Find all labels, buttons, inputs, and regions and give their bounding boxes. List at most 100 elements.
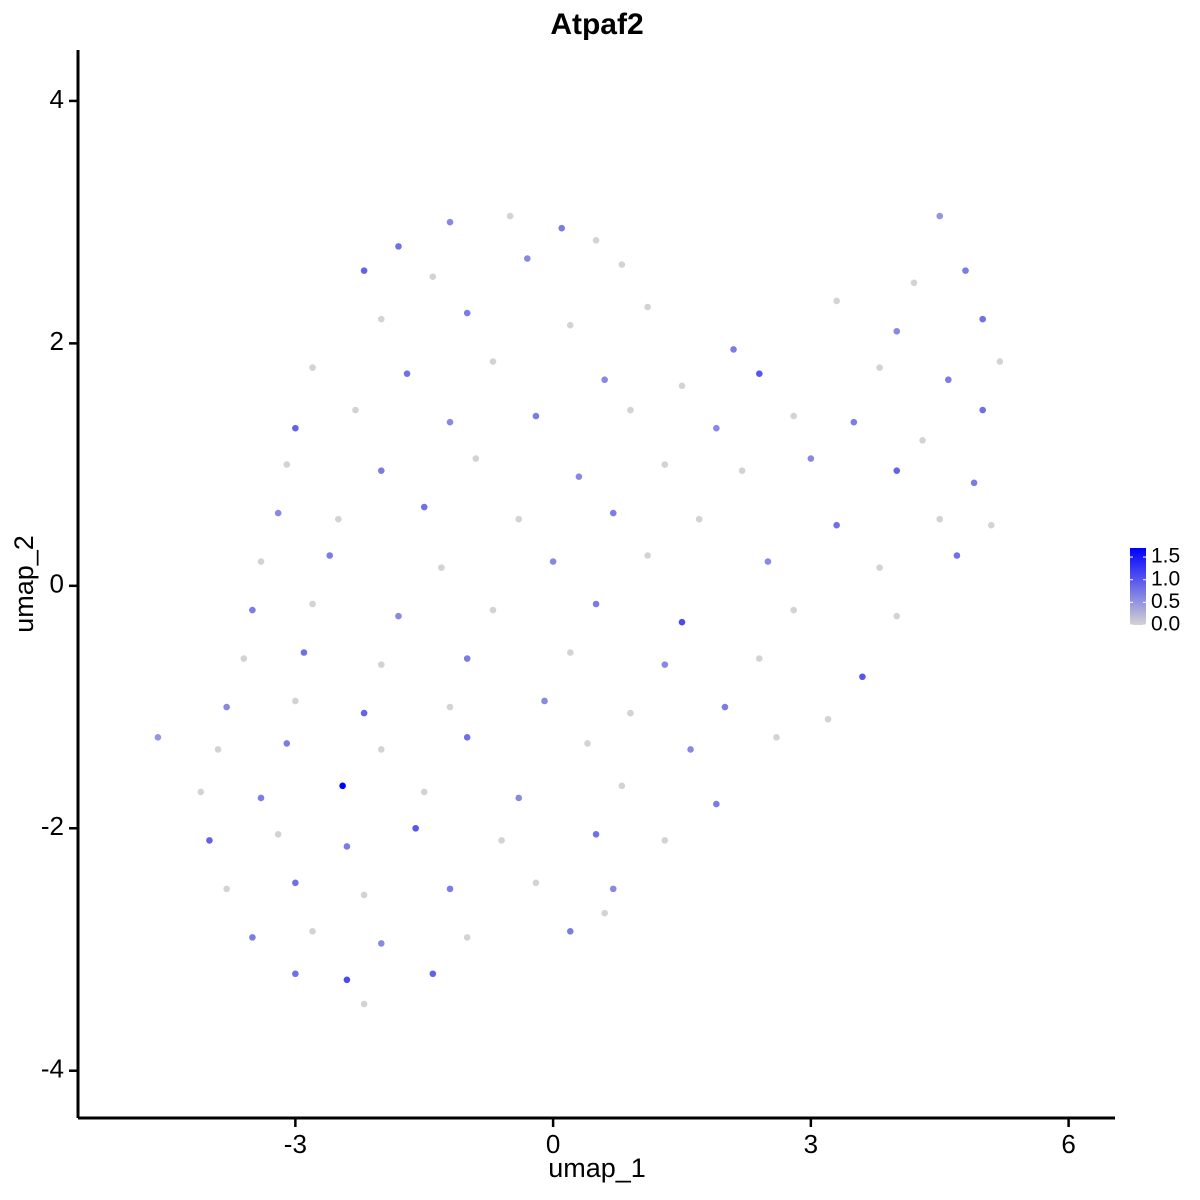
point xyxy=(154,734,162,741)
point xyxy=(893,612,901,620)
point xyxy=(756,655,763,662)
point xyxy=(395,612,402,620)
point xyxy=(661,461,669,468)
point xyxy=(292,970,299,978)
point xyxy=(326,552,334,559)
colorbar-label: 0.5 xyxy=(1151,590,1180,613)
point xyxy=(996,358,1004,365)
point xyxy=(377,746,385,753)
point xyxy=(446,418,454,426)
point xyxy=(618,261,626,268)
point xyxy=(618,782,626,790)
point xyxy=(713,424,720,432)
point xyxy=(773,734,780,741)
point xyxy=(764,558,772,565)
y-tick-label: -2 xyxy=(41,811,64,841)
point xyxy=(463,655,471,662)
point xyxy=(309,364,316,371)
point xyxy=(283,461,291,468)
point xyxy=(919,437,926,444)
point xyxy=(678,382,686,390)
y-tick-label: 2 xyxy=(50,326,64,356)
point xyxy=(644,303,651,311)
point xyxy=(738,467,746,474)
y-tick-label: -4 xyxy=(41,1054,64,1084)
point xyxy=(592,600,600,608)
point xyxy=(549,558,557,565)
point xyxy=(953,552,961,559)
point xyxy=(566,649,574,656)
y-tick-label: 4 xyxy=(50,84,64,114)
point xyxy=(678,618,686,626)
point xyxy=(377,467,385,474)
point xyxy=(446,218,454,226)
point xyxy=(343,843,351,850)
point xyxy=(292,697,299,705)
point xyxy=(945,376,952,384)
x-tick-label: 3 xyxy=(804,1129,818,1159)
point xyxy=(292,879,299,887)
point xyxy=(377,940,385,947)
point xyxy=(609,885,617,893)
point xyxy=(850,418,858,426)
point xyxy=(893,467,901,474)
point xyxy=(575,473,583,481)
point xyxy=(403,370,411,377)
point xyxy=(360,891,368,899)
point xyxy=(584,740,591,747)
point xyxy=(274,509,282,517)
point xyxy=(292,424,299,432)
point xyxy=(601,376,608,384)
point xyxy=(532,412,540,420)
point xyxy=(377,315,385,323)
point xyxy=(979,406,986,414)
point xyxy=(206,837,213,844)
point xyxy=(395,243,402,250)
colorbar-label: 1.0 xyxy=(1151,567,1180,590)
point xyxy=(223,703,230,711)
point xyxy=(429,273,437,280)
point xyxy=(240,655,248,662)
point xyxy=(472,455,480,462)
point xyxy=(412,824,419,832)
point xyxy=(489,358,497,365)
point xyxy=(360,709,368,717)
point xyxy=(592,237,600,244)
point xyxy=(695,515,703,523)
point xyxy=(515,515,523,523)
x-tick-label: 0 xyxy=(546,1129,560,1159)
point xyxy=(249,606,256,614)
point xyxy=(970,479,978,487)
point xyxy=(463,309,471,317)
point xyxy=(713,800,720,808)
x-axis-label: umap_1 xyxy=(548,1153,646,1183)
colorbar-label: 0.0 xyxy=(1151,613,1180,636)
point xyxy=(558,224,566,232)
point xyxy=(601,909,608,917)
point xyxy=(936,515,944,523)
point xyxy=(524,255,531,262)
colorbar-label: 1.5 xyxy=(1151,545,1180,568)
point xyxy=(335,515,342,523)
point xyxy=(910,279,918,287)
point xyxy=(283,740,291,747)
point xyxy=(257,794,265,802)
point xyxy=(790,606,797,614)
point xyxy=(566,928,574,935)
point xyxy=(506,212,514,220)
point xyxy=(859,673,866,681)
point xyxy=(446,703,454,711)
point xyxy=(566,321,574,329)
point xyxy=(644,552,651,559)
x-tick-label: 6 xyxy=(1061,1129,1075,1159)
point xyxy=(249,934,256,941)
point xyxy=(730,346,737,353)
point xyxy=(309,928,316,935)
point xyxy=(339,782,346,790)
y-axis-label: umap_2 xyxy=(9,535,39,633)
point xyxy=(377,661,385,668)
point xyxy=(833,521,840,529)
point xyxy=(489,606,497,614)
colorbar xyxy=(1130,548,1146,625)
chart-title: Atpaf2 xyxy=(550,8,643,41)
